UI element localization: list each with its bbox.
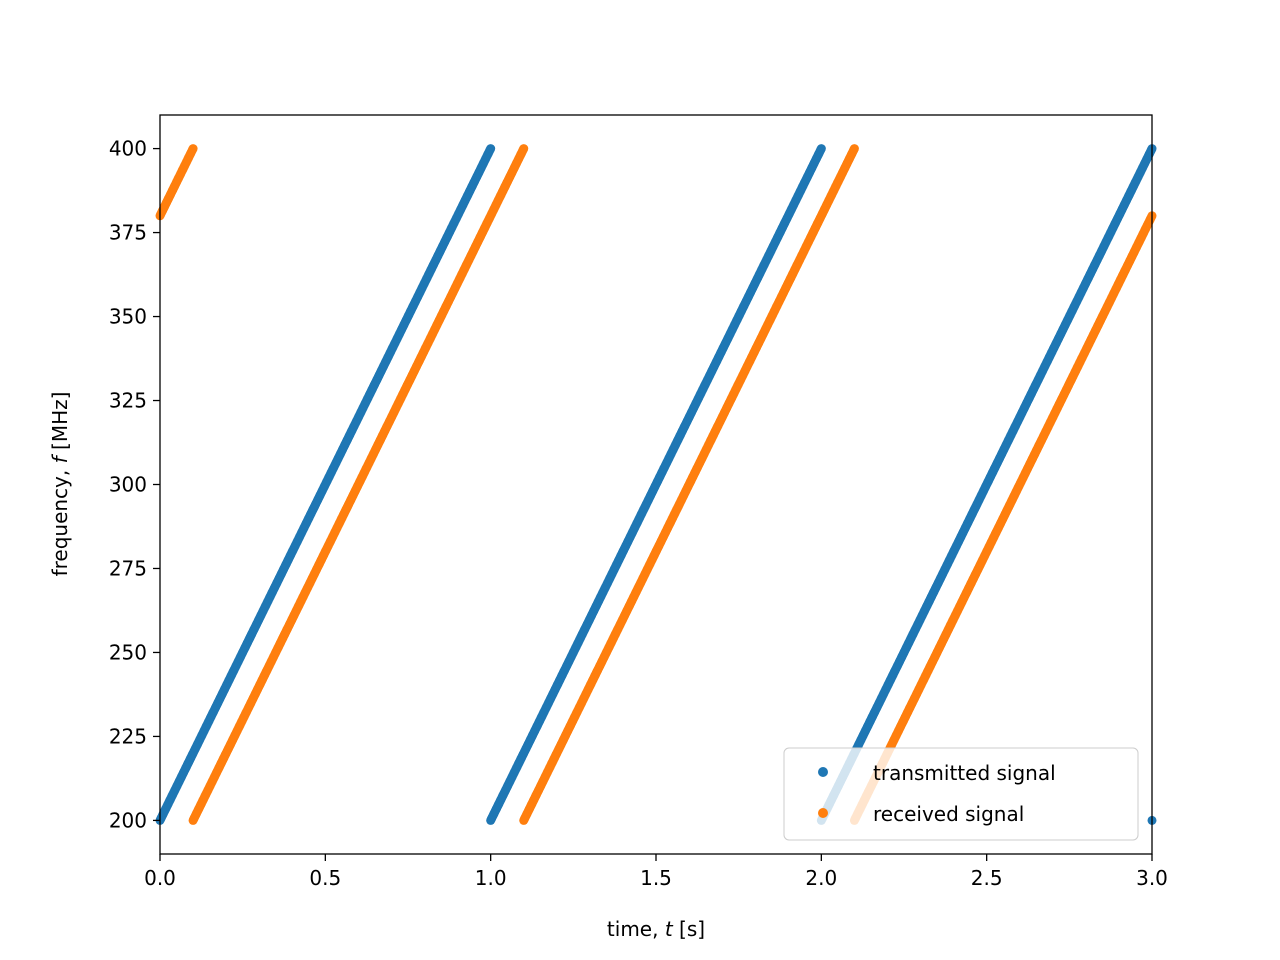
- y-tick-label: 350: [109, 305, 147, 329]
- x-tick-label: 0.0: [144, 866, 176, 890]
- legend-marker-received: [818, 808, 828, 818]
- series-transmitted: [155, 144, 1157, 825]
- legend-label-transmitted: transmitted signal: [873, 761, 1056, 785]
- legend-box: [783, 747, 1139, 841]
- y-tick-label: 250: [109, 640, 147, 664]
- y-axis-label-prefix: frequency,: [48, 463, 72, 576]
- y-axis-label: frequency, f [MHz]: [48, 392, 72, 577]
- legend-marker-transmitted: [818, 767, 828, 777]
- y-tick-label: 225: [109, 724, 147, 748]
- x-axis-label: time, t [s]: [607, 917, 705, 941]
- x-axis-ticks: 0.0 0.5 1.0 1.5 2.0 2.5 3.0: [144, 854, 1168, 890]
- y-axis-label-suffix: [MHz]: [48, 392, 72, 457]
- x-tick-label: 2.0: [805, 866, 837, 890]
- y-tick-label: 400: [109, 137, 147, 161]
- y-tick-label: 200: [109, 808, 147, 832]
- x-axis-label-var: t: [665, 917, 674, 941]
- data-point: [849, 144, 859, 154]
- series-received: [155, 144, 1157, 825]
- data-point: [816, 144, 826, 154]
- legend: transmitted signal received signal: [783, 747, 1139, 841]
- data-point: [519, 144, 529, 154]
- x-axis-label-prefix: time,: [607, 917, 665, 941]
- x-axis-label-suffix: [s]: [673, 917, 705, 941]
- y-tick-label: 300: [109, 473, 147, 497]
- y-tick-label: 275: [109, 556, 147, 580]
- data-point: [486, 144, 496, 154]
- x-tick-label: 1.5: [640, 866, 672, 890]
- y-axis-label-var: f: [48, 453, 72, 463]
- y-axis-ticks: 200 225 250 275 300 325 350 375 400: [109, 137, 160, 832]
- y-tick-label: 325: [109, 389, 147, 413]
- legend-label-received: received signal: [873, 802, 1024, 826]
- x-tick-label: 3.0: [1136, 866, 1168, 890]
- y-tick-label: 375: [109, 221, 147, 245]
- data-point: [188, 144, 198, 154]
- series-layer: [155, 144, 1157, 825]
- x-tick-label: 1.0: [475, 866, 507, 890]
- x-tick-label: 2.5: [971, 866, 1003, 890]
- x-tick-label: 0.5: [309, 866, 341, 890]
